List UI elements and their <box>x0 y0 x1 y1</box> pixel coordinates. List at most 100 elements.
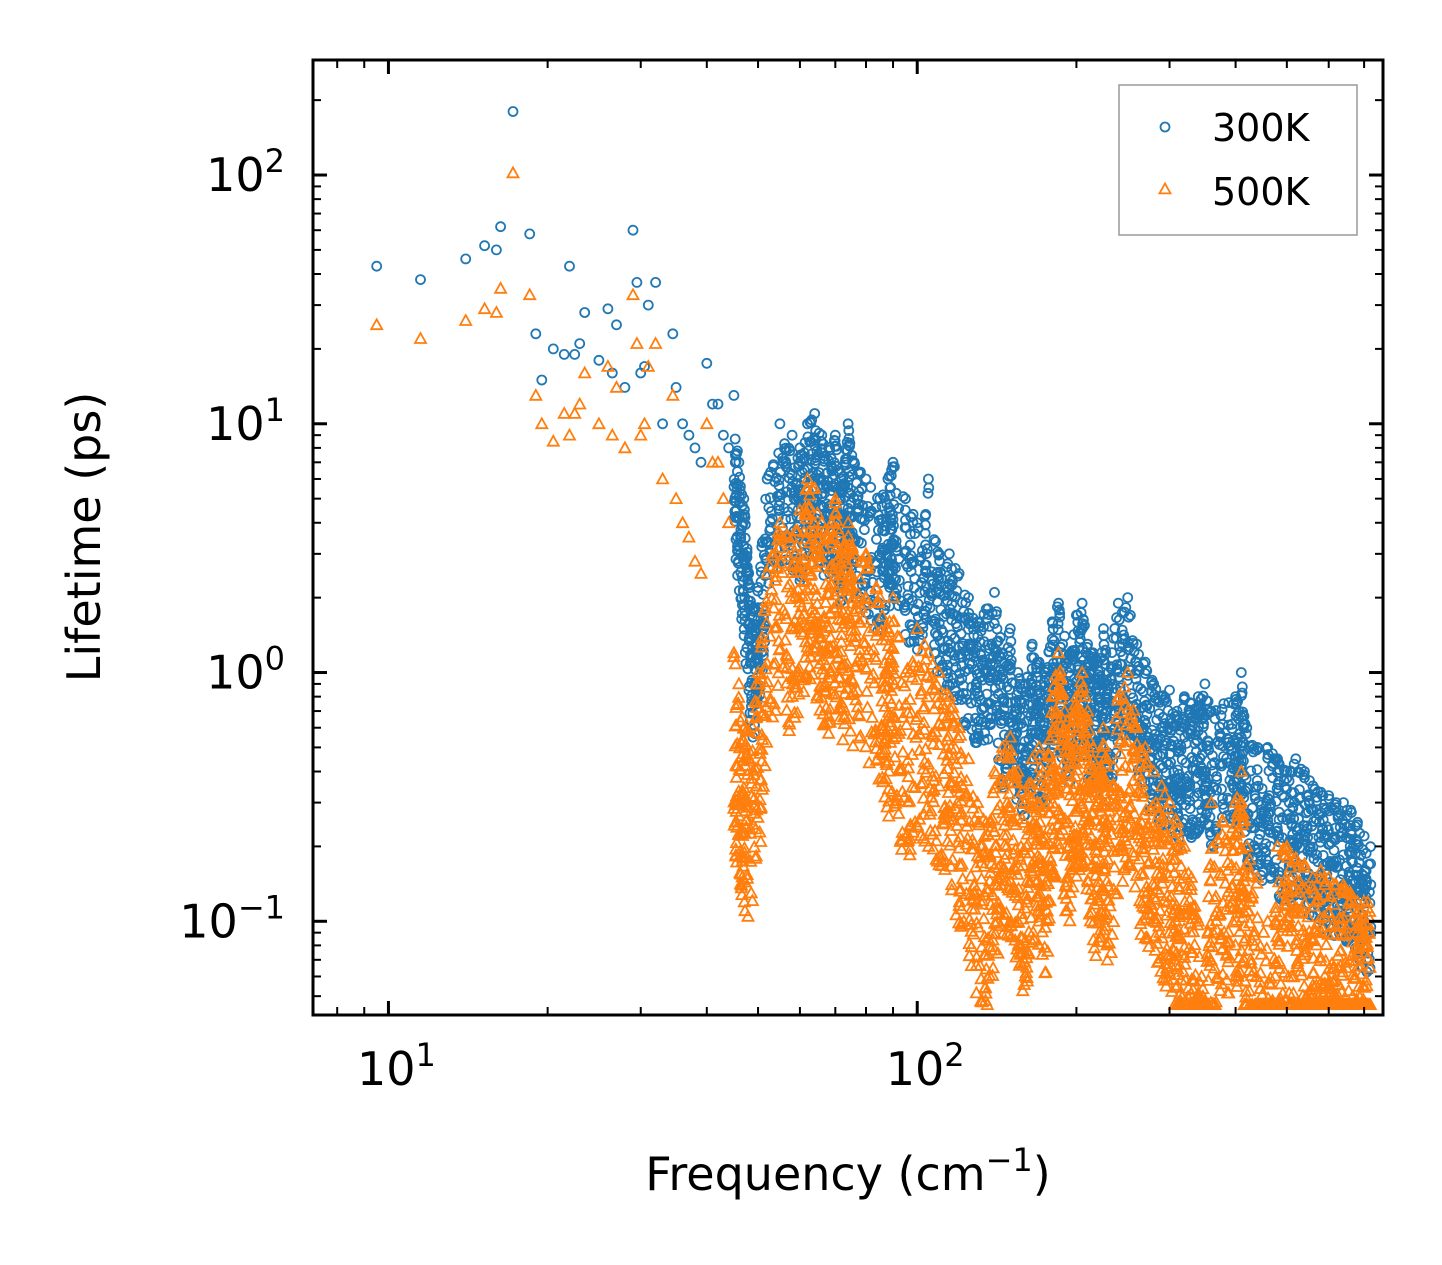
data-point-500k <box>861 623 876 637</box>
data-point-500k <box>1101 834 1116 847</box>
data-point-500k <box>959 786 974 800</box>
data-point-500k <box>1097 863 1112 877</box>
data-point-300k <box>904 539 916 551</box>
data-point-500k <box>945 852 960 865</box>
data-point-300k <box>712 398 724 410</box>
data-point-300k <box>900 522 912 533</box>
data-point-500k <box>1093 769 1108 782</box>
data-point-300k <box>908 557 919 568</box>
data-point-500k <box>881 704 896 718</box>
data-point-500k <box>760 566 775 579</box>
data-point-500k <box>819 619 834 632</box>
data-point-300k <box>1141 665 1153 677</box>
data-point-300k <box>602 303 614 315</box>
data-point-500k <box>929 833 944 847</box>
data-point-300k <box>564 260 575 272</box>
data-point-300k <box>765 506 777 517</box>
data-point-300k <box>769 476 781 488</box>
data-point-500k <box>771 678 786 691</box>
data-point-500k <box>909 672 924 685</box>
data-point-500k <box>1033 759 1048 773</box>
data-point-300k <box>1113 614 1125 626</box>
data-point-500k <box>990 802 1005 815</box>
data-point-500k <box>1019 888 1034 901</box>
data-point-500k <box>829 513 844 526</box>
data-point-500k <box>1127 806 1142 820</box>
data-point-300k <box>842 418 854 430</box>
data-point-300k <box>1207 750 1218 762</box>
data-point-300k <box>990 609 1002 620</box>
data-point-500k <box>926 773 941 786</box>
data-point-300k <box>1272 825 1283 837</box>
data-point-500k <box>546 433 561 447</box>
data-point-500k <box>990 900 1005 914</box>
data-point-500k <box>903 841 918 855</box>
data-point-500k <box>1080 822 1095 836</box>
data-point-500k <box>858 739 873 753</box>
data-point-500k <box>988 845 1003 858</box>
data-point-500k <box>937 806 952 820</box>
data-point-500k <box>740 871 755 884</box>
data-point-500k <box>935 697 951 710</box>
data-point-500k <box>944 882 959 896</box>
data-point-300k <box>853 486 865 497</box>
data-point-300k <box>973 690 985 702</box>
data-point-300k <box>558 348 570 360</box>
data-point-500k <box>721 515 736 529</box>
data-point-500k <box>1006 845 1021 859</box>
data-point-500k <box>1032 855 1047 869</box>
data-point-500k <box>641 359 656 372</box>
data-point-500k <box>950 730 965 743</box>
data-point-300k <box>922 487 934 499</box>
data-point-300k <box>920 559 932 571</box>
data-point-500k <box>1008 770 1023 783</box>
data-point-300k <box>1082 638 1093 650</box>
data-point-500k <box>944 877 959 891</box>
data-point-500k <box>989 837 1004 851</box>
data-point-500k <box>996 859 1011 873</box>
data-point-300k <box>900 514 911 526</box>
data-point-500k <box>923 823 938 837</box>
data-point-300k <box>877 489 889 501</box>
data-point-500k <box>834 634 849 648</box>
data-point-500k <box>854 554 869 567</box>
data-point-300k <box>1237 706 1249 718</box>
data-point-300k <box>809 408 821 419</box>
data-point-500k <box>942 804 957 817</box>
data-point-500k <box>1087 940 1102 954</box>
data-point-300k <box>853 466 864 478</box>
data-point-500k <box>617 440 632 454</box>
data-point-300k <box>963 663 974 675</box>
data-point-500k <box>809 640 824 653</box>
data-point-500k <box>755 630 770 643</box>
data-point-500k <box>600 359 615 372</box>
data-point-500k <box>966 891 981 905</box>
data-point-500k <box>1081 874 1096 888</box>
data-point-500k <box>768 703 783 716</box>
data-point-500k <box>795 588 810 602</box>
data-point-300k <box>371 260 383 272</box>
data-point-500k <box>952 829 968 843</box>
data-point-300k <box>947 575 958 587</box>
data-point-500k <box>489 305 504 318</box>
data-point-500k <box>952 883 967 897</box>
data-point-500k <box>1078 725 1093 739</box>
data-point-300k <box>963 592 974 603</box>
data-point-300k <box>795 449 806 461</box>
data-point-500k <box>946 714 961 727</box>
data-point-300k <box>1272 756 1284 768</box>
data-point-300k <box>1133 665 1145 676</box>
data-point-300k <box>642 299 654 311</box>
data-point-300k <box>893 553 905 565</box>
data-point-500k <box>925 657 940 670</box>
data-point-500k <box>1019 891 1035 905</box>
data-point-300k <box>1052 618 1064 630</box>
data-point-500k <box>1075 680 1090 693</box>
data-point-300k <box>741 562 753 574</box>
data-point-300k <box>1290 753 1302 765</box>
data-point-500k <box>1075 665 1090 678</box>
data-point-500k <box>1105 927 1120 940</box>
data-point-300k <box>739 503 750 515</box>
data-point-300k <box>1180 799 1192 811</box>
data-point-300k <box>1164 684 1175 696</box>
